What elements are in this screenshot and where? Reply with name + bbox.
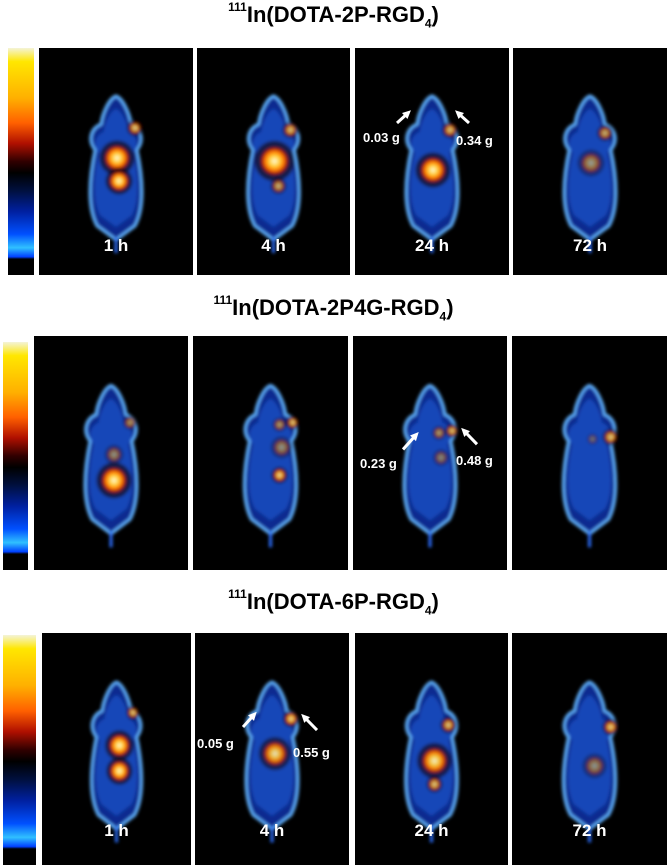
- isotope-mass: 111: [213, 293, 233, 307]
- mouse-scan: [562, 94, 618, 253]
- time-point-label: 4 h: [259, 821, 285, 840]
- uptake-hotspot: [104, 145, 130, 171]
- uptake-hotspot: [107, 447, 121, 462]
- uptake-hotspot: [604, 720, 617, 734]
- row-title: 111In(DOTA-6P-RGD4): [0, 587, 667, 618]
- uptake-hotspot: [428, 778, 441, 791]
- mouse-scan: [89, 680, 144, 843]
- time-point-label: 24 h: [414, 236, 450, 255]
- uptake-hotspot: [588, 434, 597, 444]
- mouse-scan: [242, 383, 300, 548]
- mouse-scan: [561, 680, 619, 843]
- tumor-weight-right: 0.55 g: [293, 745, 330, 760]
- spect-image-panel: [193, 336, 348, 570]
- mouse-scan: [241, 680, 319, 843]
- arrow-head-icon: [248, 711, 257, 721]
- spect-image-panel: [512, 336, 667, 570]
- uptake-hotspot: [101, 466, 127, 494]
- tumor-weight-left: 0.05 g: [197, 736, 234, 751]
- time-point-label: 72 h: [572, 236, 608, 255]
- spect-image-panel: 4 h: [197, 48, 350, 275]
- isotope-mass: 111: [228, 587, 247, 601]
- color-scale-bar: [3, 635, 36, 865]
- uptake-hotspot: [442, 718, 455, 732]
- uptake-hotspot: [263, 741, 287, 766]
- spect-image-panel: 24 h: [355, 633, 508, 865]
- uptake-hotspot: [284, 124, 297, 136]
- time-point-label: 1 h: [104, 821, 129, 840]
- uptake-hotspot: [599, 127, 611, 139]
- mouse-scan: [246, 94, 301, 253]
- mouse-scan: [83, 383, 139, 548]
- color-scale-bar: [8, 48, 34, 275]
- arrow-head-icon: [402, 110, 411, 119]
- mouse-scan: [88, 94, 144, 253]
- uptake-hotspot: [274, 419, 285, 430]
- spect-image-panel: 0.03 g 0.34 g 24 h: [355, 48, 509, 275]
- tumor-weight-right: 0.34 g: [456, 133, 493, 148]
- uptake-hotspot: [447, 425, 457, 436]
- uptake-hotspot: [125, 417, 135, 428]
- uptake-hotspot: [435, 451, 447, 464]
- uptake-hotspot: [259, 146, 290, 176]
- compound-name: In(DOTA-2P4G-RGD: [232, 295, 440, 320]
- uptake-hotspot: [585, 756, 604, 776]
- uptake-hotspot: [604, 430, 617, 444]
- spect-image-panel: 0.23 g 0.48 g: [353, 336, 507, 570]
- time-point-label: 24 h: [414, 821, 449, 840]
- subscript: 4: [424, 603, 432, 618]
- spect-image-panel: 0.05 g 0.55 g 4 h: [195, 633, 349, 865]
- uptake-hotspot: [129, 122, 141, 134]
- mouse-scan: [401, 383, 479, 548]
- uptake-hotspot: [421, 747, 448, 775]
- tumor-weight-left: 0.03 g: [363, 130, 400, 145]
- mouse-scan: [561, 383, 619, 548]
- uptake-hotspot: [108, 734, 131, 757]
- compound-name: In(DOTA-2P-RGD: [246, 2, 425, 27]
- spect-image-panel: 1 h: [39, 48, 193, 275]
- uptake-hotspot: [420, 157, 446, 183]
- uptake-hotspot: [434, 427, 444, 439]
- subscript: 4: [439, 309, 447, 324]
- spect-image-panel: 72 h: [513, 48, 667, 275]
- title-end: ): [446, 295, 454, 320]
- arrow-head-icon: [461, 427, 470, 438]
- mouse-scan: [395, 94, 471, 253]
- arrow-head-icon: [410, 431, 419, 442]
- uptake-hotspot: [444, 124, 456, 136]
- uptake-hotspot: [273, 468, 286, 482]
- arrow-head-icon: [455, 110, 464, 119]
- spect-image-panel: 1 h: [42, 633, 191, 865]
- color-scale-bar: [3, 342, 28, 570]
- spect-image-panel: [34, 336, 188, 570]
- mouse-scan: [404, 680, 459, 843]
- uptake-hotspot: [285, 712, 297, 725]
- arrow-head-icon: [301, 713, 310, 723]
- time-point-label: 72 h: [572, 821, 607, 840]
- time-point-label: 1 h: [103, 236, 129, 255]
- uptake-hotspot: [109, 171, 129, 191]
- uptake-hotspot: [581, 153, 601, 173]
- compound-name: In(DOTA-6P-RGD: [246, 589, 425, 614]
- subscript: 4: [424, 16, 432, 31]
- uptake-hotspot: [128, 707, 138, 718]
- uptake-hotspot: [287, 417, 298, 428]
- uptake-hotspot: [109, 760, 130, 782]
- isotope-mass: 111: [228, 0, 247, 14]
- tumor-weight-left: 0.23 g: [360, 456, 397, 471]
- uptake-hotspot: [272, 180, 285, 192]
- title-end: ): [431, 589, 439, 614]
- row-title: 111In(DOTA-2P-RGD4): [0, 0, 667, 31]
- row-title: 111In(DOTA-2P4G-RGD4): [0, 293, 667, 324]
- tumor-weight-right: 0.48 g: [456, 453, 493, 468]
- time-point-label: 4 h: [261, 236, 286, 255]
- spect-image-panel: 72 h: [512, 633, 667, 865]
- title-end: ): [431, 2, 439, 27]
- uptake-hotspot: [273, 439, 290, 456]
